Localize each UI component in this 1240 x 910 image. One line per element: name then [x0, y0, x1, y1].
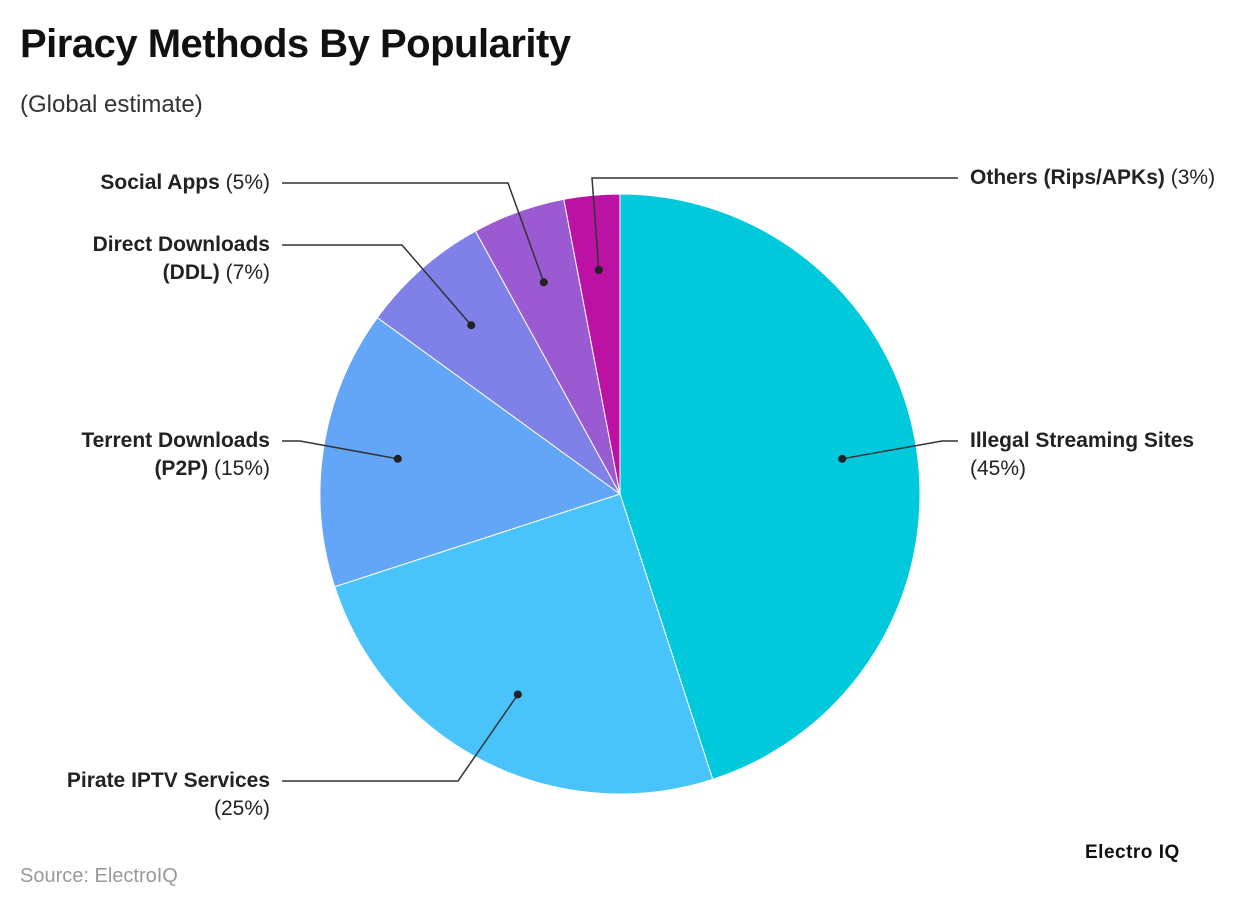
- leader-line: [591, 177, 958, 271]
- pie-slice: [563, 193, 621, 495]
- leader-dot: [539, 278, 548, 287]
- slice-value: (3%): [1170, 166, 1216, 189]
- slice-name: Social Apps: [100, 171, 220, 194]
- leader-line: [842, 440, 958, 460]
- slice-value: (45%): [970, 457, 1027, 480]
- leader-dot: [838, 454, 847, 463]
- leader-line: [282, 440, 398, 460]
- chart-subtitle: (Global estimate): [20, 91, 203, 118]
- slice-value: (5%): [225, 171, 270, 194]
- leader-dot: [393, 454, 402, 463]
- slice-name: Pirate IPTV Services: [66, 769, 270, 792]
- slice-label: Others (Rips/APKs) (3%): [970, 164, 1220, 192]
- pie-slice: [619, 193, 921, 780]
- pie-slice: [376, 230, 621, 495]
- leader-dot: [594, 265, 603, 274]
- leader-line: [282, 244, 472, 326]
- pie-slice: [334, 493, 714, 795]
- slice-value: (25%): [213, 797, 270, 820]
- slice-value: (15%): [213, 457, 270, 480]
- leader-line: [282, 182, 545, 283]
- slice-name: Direct Downloads (DDL): [92, 233, 270, 284]
- leader-dot: [513, 690, 522, 699]
- brand-logo: Electro IQ: [1085, 842, 1180, 863]
- slice-name: Terrent Downloads (P2P): [81, 429, 270, 480]
- leader-line: [282, 694, 519, 782]
- slice-label: Terrent Downloads (P2P) (15%): [55, 427, 270, 483]
- slice-label: Social Apps (5%): [30, 169, 270, 197]
- slice-label: Illegal Streaming Sites (45%): [970, 427, 1220, 483]
- slice-value: (7%): [225, 261, 270, 284]
- source-note: Source: ElectroIQ: [20, 865, 178, 887]
- slice-name: Others (Rips/APKs): [970, 166, 1165, 189]
- slice-label: Direct Downloads (DDL) (7%): [65, 231, 270, 287]
- slice-label: Pirate IPTV Services (25%): [30, 767, 270, 823]
- pie-slice: [319, 316, 622, 588]
- chart-title: Piracy Methods By Popularity: [20, 22, 571, 66]
- leader-dot: [467, 321, 476, 330]
- slice-name: Illegal Streaming Sites: [970, 429, 1195, 452]
